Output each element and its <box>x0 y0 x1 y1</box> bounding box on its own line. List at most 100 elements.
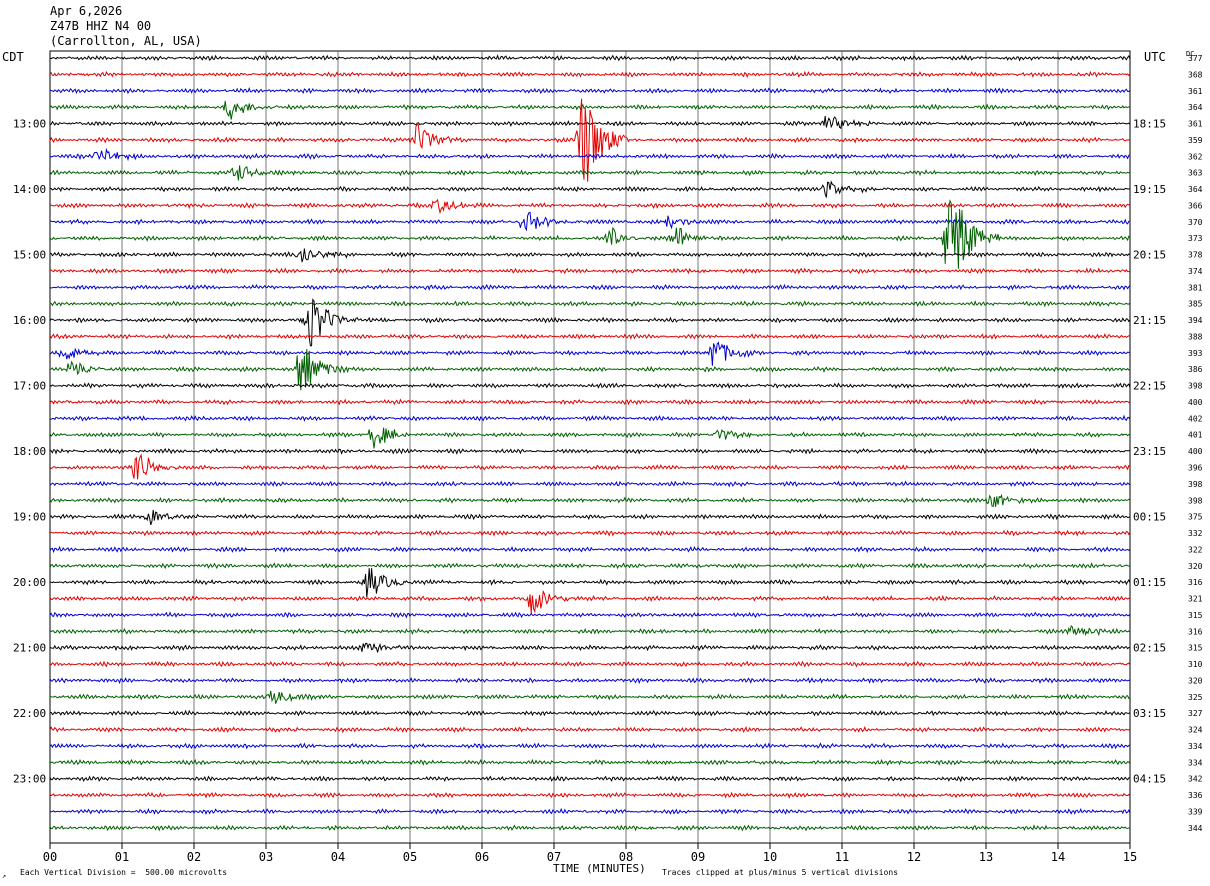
left-time-label: 14:00 <box>13 183 46 196</box>
trace-line <box>49 562 1131 570</box>
trace-line <box>49 758 1131 766</box>
trace-line <box>49 211 1131 232</box>
right-time-label: 04:15 <box>1133 773 1166 786</box>
x-tick-label: 11 <box>835 850 849 864</box>
dc-value: 377 <box>1188 54 1203 63</box>
trace-line <box>49 100 1131 120</box>
x-tick-label: 00 <box>43 850 57 864</box>
dc-value: 361 <box>1188 120 1203 129</box>
trace-line <box>49 709 1131 717</box>
trace-line <box>50 807 1131 815</box>
trace-line <box>49 86 1131 95</box>
x-tick-label: 07 <box>547 850 561 864</box>
x-tick-label: 05 <box>403 850 417 864</box>
dc-label: DC <box>1186 50 1195 58</box>
dc-value: 322 <box>1188 545 1203 554</box>
right-time-label: 23:15 <box>1133 445 1166 458</box>
dc-value: 320 <box>1188 562 1203 571</box>
trace-line <box>49 509 1131 526</box>
dc-value: 342 <box>1188 775 1203 784</box>
trace-line <box>49 824 1130 832</box>
trace-line <box>49 775 1131 783</box>
dc-value: 398 <box>1188 480 1203 489</box>
trace-line <box>49 398 1131 406</box>
left-time-label: 22:00 <box>13 707 46 720</box>
dc-value: 402 <box>1188 414 1203 423</box>
right-time-label: 18:15 <box>1133 118 1166 131</box>
x-tick-label: 12 <box>907 850 921 864</box>
dc-value: 375 <box>1188 513 1203 522</box>
dc-value: 344 <box>1188 824 1203 833</box>
dc-value: 398 <box>1188 496 1203 505</box>
plot-frame <box>49 50 1131 844</box>
header-date: Apr 6,2026 <box>50 4 123 18</box>
trace-line <box>49 480 1131 488</box>
dc-value: 378 <box>1188 251 1203 260</box>
right-time-label: 22:15 <box>1133 380 1166 393</box>
trace-line <box>49 453 1131 480</box>
trace-line <box>49 165 1131 181</box>
trace-line <box>49 742 1131 750</box>
dc-value: 400 <box>1188 447 1203 456</box>
trace-line <box>49 427 1131 449</box>
dc-value: 386 <box>1188 365 1203 374</box>
trace-line <box>49 791 1131 799</box>
dc-value: 388 <box>1188 332 1203 341</box>
dc-value: 316 <box>1188 627 1203 636</box>
trace-line <box>49 70 1131 79</box>
x-tick-label: 01 <box>115 850 129 864</box>
trace-line <box>49 199 1131 269</box>
x-tick-label: 13 <box>979 850 993 864</box>
trace-line <box>49 529 1131 537</box>
dc-value: 332 <box>1188 529 1203 538</box>
dc-value: 374 <box>1188 267 1203 276</box>
dc-value: 400 <box>1188 398 1203 407</box>
x-tick-label: 10 <box>763 850 777 864</box>
trace-line <box>49 493 1131 508</box>
trace-line <box>49 348 1131 391</box>
dc-value: 334 <box>1188 758 1203 767</box>
dc-value: 361 <box>1188 87 1203 96</box>
header-station: Z47B HHZ N4 00 <box>50 19 152 33</box>
dc-value: 321 <box>1188 595 1203 604</box>
right-time-label: 01:15 <box>1133 576 1166 589</box>
trace-line <box>49 414 1131 422</box>
dc-value: 370 <box>1188 218 1203 227</box>
right-axis-label: UTC <box>1144 50 1166 64</box>
dc-value: 325 <box>1188 693 1203 702</box>
dc-value: 385 <box>1188 300 1203 309</box>
x-tick-label: 06 <box>475 850 489 864</box>
dc-value: 362 <box>1188 152 1203 161</box>
trace-line <box>49 248 1131 263</box>
right-time-label: 03:15 <box>1133 707 1166 720</box>
dc-value: 393 <box>1188 349 1203 358</box>
x-tick-label: 02 <box>187 850 201 864</box>
trace-line <box>49 198 1131 215</box>
dc-value: 315 <box>1188 611 1203 620</box>
left-time-label: 13:00 <box>13 118 46 131</box>
left-time-label: 15:00 <box>13 249 46 262</box>
left-time-label: 19:00 <box>13 511 46 524</box>
dc-value: 364 <box>1188 185 1203 194</box>
header-location: (Carrollton, AL, USA) <box>50 34 202 48</box>
dc-value: 396 <box>1188 464 1203 473</box>
trace-line <box>49 611 1131 619</box>
left-time-label: 18:00 <box>13 445 46 458</box>
trace-line <box>49 447 1131 455</box>
x-axis-label: TIME (MINUTES) <box>553 862 646 875</box>
x-tick-label: 08 <box>619 850 633 864</box>
right-time-label: 02:15 <box>1133 642 1166 655</box>
dc-value: 339 <box>1188 807 1203 816</box>
left-axis-label: CDT <box>2 50 24 64</box>
x-tick-label: 09 <box>691 850 705 864</box>
trace-line <box>49 267 1131 275</box>
dc-value: 315 <box>1188 644 1203 653</box>
trace-line <box>49 725 1131 734</box>
dc-value: 366 <box>1188 201 1203 210</box>
trace-line <box>49 660 1131 668</box>
dc-value: 373 <box>1188 234 1203 243</box>
x-tick-label: 15 <box>1123 850 1137 864</box>
dc-value: 398 <box>1188 382 1203 391</box>
trace-line <box>49 298 1131 347</box>
dc-value: 394 <box>1188 316 1203 325</box>
